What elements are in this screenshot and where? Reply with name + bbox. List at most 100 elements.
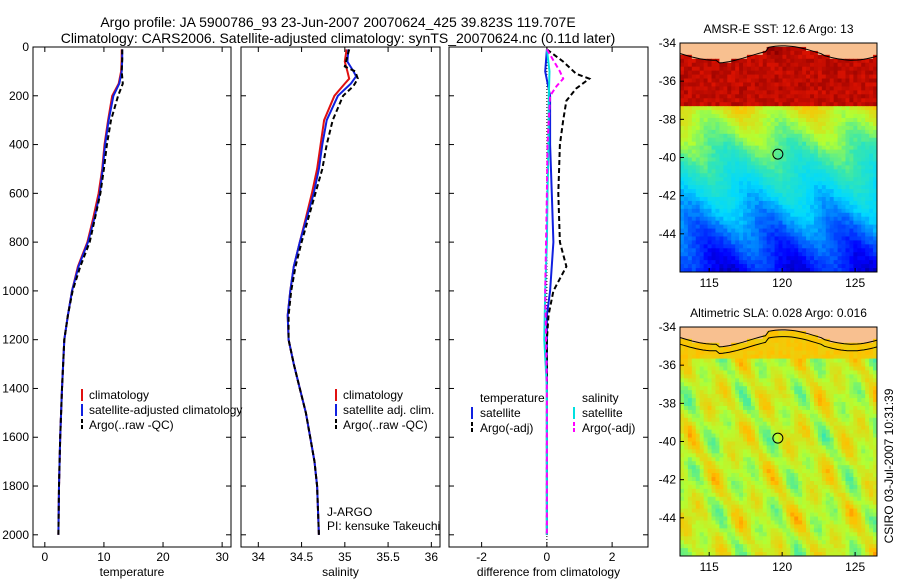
- map-cell: [766, 425, 772, 431]
- map-cell: [810, 141, 815, 147]
- map-cell: [813, 256, 819, 261]
- map-cell: [715, 204, 720, 210]
- map-cell: [758, 441, 764, 446]
- map-cell: [794, 370, 799, 375]
- map-cell: [754, 457, 760, 462]
- map-cell: [723, 62, 728, 68]
- map-cell: [750, 366, 756, 371]
- map-cell: [703, 457, 708, 462]
- map-cell: [837, 429, 842, 435]
- map-cell: [813, 465, 819, 470]
- map-cell: [703, 196, 708, 202]
- map-cell: [790, 461, 795, 466]
- map-cell: [865, 43, 870, 48]
- map-cell: [790, 354, 795, 359]
- map-cell: [798, 461, 803, 466]
- map-cell: [683, 74, 689, 79]
- map-cell: [727, 70, 732, 75]
- map-cell: [869, 125, 874, 131]
- map-cell: [861, 268, 866, 273]
- map-cell: [695, 469, 701, 474]
- map-cell: [711, 417, 716, 423]
- map-cell: [687, 445, 693, 450]
- map-cell: [683, 398, 689, 403]
- map-cell: [687, 433, 693, 438]
- map-cell: [825, 177, 831, 182]
- map-cell: [758, 402, 764, 407]
- map-cell: [695, 449, 701, 454]
- map-cell: [873, 473, 878, 478]
- map-cell: [833, 248, 838, 253]
- map-cell: [833, 220, 838, 226]
- map-cell: [790, 177, 795, 182]
- map-cell: [810, 208, 815, 214]
- map-cell: [766, 145, 772, 151]
- map-cell: [802, 413, 807, 419]
- map-cell: [837, 236, 842, 241]
- map-cell: [715, 240, 720, 245]
- map-cell: [786, 260, 791, 265]
- map-cell: [762, 433, 768, 438]
- map-cell: [853, 433, 858, 438]
- map-cell: [743, 118, 748, 123]
- map-cell: [798, 78, 803, 83]
- map-cell: [865, 350, 870, 356]
- map-cell: [817, 173, 823, 178]
- map-cell: [695, 477, 701, 482]
- map-cell: [873, 386, 878, 391]
- map-cell: [731, 366, 736, 371]
- legend-label: satellite: [582, 406, 623, 420]
- map-cell: [707, 125, 712, 131]
- map-cell: [853, 386, 858, 391]
- map-cell: [798, 204, 803, 210]
- map-cell: [813, 94, 819, 99]
- map-cell: [719, 86, 724, 91]
- map-cell: [699, 121, 705, 127]
- map-cell: [691, 433, 697, 438]
- map-cell: [782, 256, 787, 261]
- map-cell: [833, 169, 838, 174]
- map-cell: [786, 256, 791, 261]
- map-cell: [817, 121, 823, 127]
- map-cell: [821, 394, 827, 399]
- map-cell: [873, 196, 878, 202]
- map-cell: [739, 125, 744, 131]
- map-cell: [857, 78, 862, 83]
- map-cell: [723, 346, 728, 352]
- map-cell: [774, 402, 779, 407]
- map-cell: [743, 386, 748, 391]
- map-cell: [869, 330, 874, 336]
- map-cell: [715, 220, 720, 226]
- map-cell: [766, 469, 772, 474]
- map-cell: [845, 114, 850, 119]
- map-cell: [786, 161, 791, 166]
- map-cell: [825, 453, 831, 458]
- map-cell: [813, 82, 819, 87]
- map-cell: [829, 177, 835, 182]
- map-cell: [802, 386, 807, 391]
- map-cell: [837, 137, 842, 143]
- map-cell: [680, 378, 685, 383]
- map-cell: [766, 386, 772, 391]
- map-cell: [778, 177, 783, 182]
- map-cell: [790, 346, 795, 352]
- map-cell: [786, 441, 791, 446]
- map-cell: [735, 43, 740, 48]
- map-cell: [853, 240, 858, 245]
- map-cell: [743, 437, 748, 442]
- map-cell: [746, 378, 752, 383]
- map-cell: [821, 173, 827, 178]
- map-cell: [794, 402, 799, 407]
- map-cell: [790, 43, 795, 48]
- map-cell: [707, 43, 712, 48]
- map-cell: [786, 110, 791, 115]
- map-cell: [869, 453, 874, 458]
- map-cell: [833, 66, 838, 72]
- map-cell: [857, 362, 862, 367]
- map-cell: [691, 382, 697, 387]
- map-cell: [699, 129, 705, 135]
- map-cell: [766, 224, 772, 229]
- map-cell: [727, 82, 732, 87]
- map-cell: [817, 248, 823, 253]
- map-cell: [766, 390, 772, 395]
